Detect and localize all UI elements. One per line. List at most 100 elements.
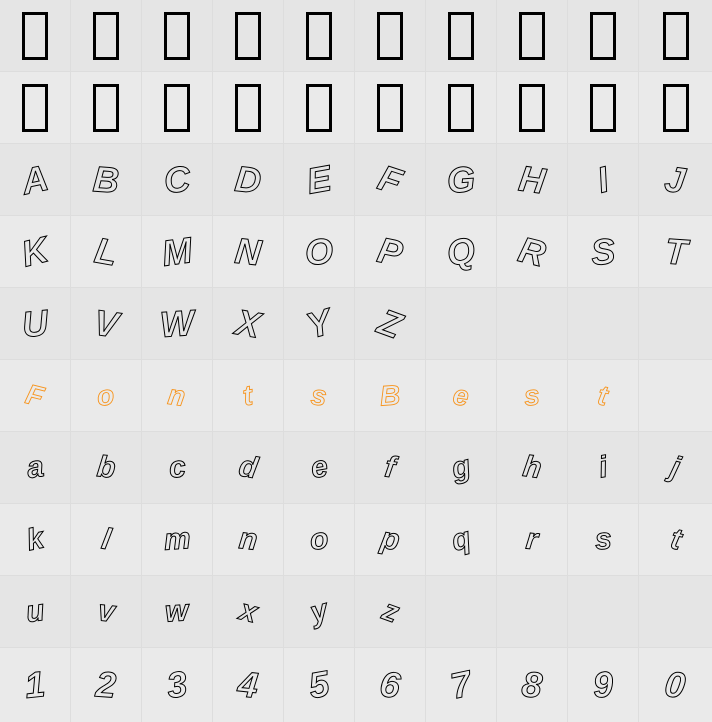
glyph-cell[interactable] [497, 576, 568, 648]
glyph-cell[interactable]: o [284, 504, 355, 576]
glyph-cell[interactable] [355, 72, 426, 144]
glyph-cell[interactable]: h [497, 432, 568, 504]
glyph-cell[interactable] [426, 576, 497, 648]
glyph-cell[interactable]: t [213, 360, 284, 432]
glyph-cell[interactable] [142, 0, 213, 72]
glyph-cell[interactable]: C [142, 144, 213, 216]
glyph-cell[interactable]: N [213, 216, 284, 288]
glyph-cell[interactable]: 3 [142, 648, 213, 722]
glyph-cell[interactable]: 6 [355, 648, 426, 722]
glyph-cell[interactable]: n [142, 360, 213, 432]
glyph-cell[interactable] [355, 0, 426, 72]
glyph-cell[interactable]: 0 [639, 648, 712, 722]
glyph-cell[interactable]: e [284, 432, 355, 504]
glyph-cell[interactable]: Z [355, 288, 426, 360]
glyph-cell[interactable] [639, 576, 712, 648]
glyph-cell[interactable]: t [639, 504, 712, 576]
glyph-cell[interactable]: g [426, 432, 497, 504]
glyph-cell[interactable]: R [497, 216, 568, 288]
glyph-cell[interactable]: s [568, 504, 639, 576]
glyph-cell[interactable]: P [355, 216, 426, 288]
glyph-cell[interactable] [0, 72, 71, 144]
glyph-cell[interactable] [213, 72, 284, 144]
glyph-cell[interactable] [426, 0, 497, 72]
glyph-cell[interactable] [71, 0, 142, 72]
glyph-cell[interactable]: F [0, 360, 71, 432]
glyph-cell[interactable]: y [284, 576, 355, 648]
glyph-cell[interactable]: s [284, 360, 355, 432]
glyph-cell[interactable] [639, 72, 712, 144]
glyph-cell[interactable]: j [639, 432, 712, 504]
glyph-cell[interactable]: z [355, 576, 426, 648]
glyph-cell[interactable]: H [497, 144, 568, 216]
glyph-cell[interactable]: T [639, 216, 712, 288]
glyph-cell[interactable]: l [71, 504, 142, 576]
glyph-cell[interactable]: p [355, 504, 426, 576]
glyph-cell[interactable]: O [284, 216, 355, 288]
glyph-cell[interactable]: v [71, 576, 142, 648]
glyph-cell[interactable] [497, 72, 568, 144]
glyph-cell[interactable]: e [426, 360, 497, 432]
glyph-cell[interactable] [568, 576, 639, 648]
glyph-cell[interactable] [142, 72, 213, 144]
glyph-cell[interactable]: J [639, 144, 712, 216]
glyph-cell[interactable] [284, 0, 355, 72]
glyph-cell[interactable]: A [0, 144, 71, 216]
glyph-cell[interactable]: L [71, 216, 142, 288]
glyph-cell[interactable]: a [0, 432, 71, 504]
glyph-cell[interactable] [639, 360, 712, 432]
glyph-cell[interactable]: t [568, 360, 639, 432]
glyph-cell[interactable]: q [426, 504, 497, 576]
glyph-cell[interactable] [497, 288, 568, 360]
glyph-cell[interactable]: Q [426, 216, 497, 288]
glyph-cell[interactable]: s [497, 360, 568, 432]
glyph-cell[interactable] [497, 0, 568, 72]
glyph-cell[interactable]: f [355, 432, 426, 504]
glyph-cell[interactable] [213, 0, 284, 72]
glyph-cell[interactable]: E [284, 144, 355, 216]
glyph-cell[interactable] [568, 0, 639, 72]
glyph-cell[interactable]: W [142, 288, 213, 360]
glyph-cell[interactable]: X [213, 288, 284, 360]
glyph-cell[interactable]: D [213, 144, 284, 216]
glyph-cell[interactable]: 1 [0, 648, 71, 722]
glyph-cell[interactable]: 4 [213, 648, 284, 722]
glyph-cell[interactable] [426, 288, 497, 360]
glyph-cell[interactable]: I [568, 144, 639, 216]
glyph-cell[interactable]: d [213, 432, 284, 504]
glyph-cell[interactable] [568, 72, 639, 144]
glyph-cell[interactable]: m [142, 504, 213, 576]
glyph-cell[interactable]: c [142, 432, 213, 504]
glyph-cell[interactable]: x [213, 576, 284, 648]
glyph-cell[interactable]: 5 [284, 648, 355, 722]
glyph-cell[interactable]: U [0, 288, 71, 360]
glyph-cell[interactable]: n [213, 504, 284, 576]
glyph-cell[interactable]: S [568, 216, 639, 288]
glyph-cell[interactable] [639, 288, 712, 360]
glyph-cell[interactable]: 2 [71, 648, 142, 722]
glyph-cell[interactable]: o [71, 360, 142, 432]
glyph-cell[interactable]: w [142, 576, 213, 648]
glyph-cell[interactable]: i [568, 432, 639, 504]
glyph-cell[interactable]: 8 [497, 648, 568, 722]
glyph-cell[interactable] [568, 288, 639, 360]
glyph-cell[interactable]: B [355, 360, 426, 432]
glyph-cell[interactable] [426, 72, 497, 144]
glyph-cell[interactable]: 7 [426, 648, 497, 722]
glyph-cell[interactable]: k [0, 504, 71, 576]
glyph-cell[interactable]: G [426, 144, 497, 216]
glyph-cell[interactable] [71, 72, 142, 144]
glyph-cell[interactable]: M [142, 216, 213, 288]
glyph-cell[interactable]: r [497, 504, 568, 576]
glyph-cell[interactable] [284, 72, 355, 144]
glyph-cell[interactable]: K [0, 216, 71, 288]
glyph-cell[interactable]: F [355, 144, 426, 216]
glyph-cell[interactable] [0, 0, 71, 72]
glyph-cell[interactable]: V [71, 288, 142, 360]
glyph-cell[interactable]: Y [284, 288, 355, 360]
glyph-cell[interactable] [639, 0, 712, 72]
glyph-cell[interactable]: u [0, 576, 71, 648]
glyph-cell[interactable]: 9 [568, 648, 639, 722]
glyph-cell[interactable]: B [71, 144, 142, 216]
glyph-cell[interactable]: b [71, 432, 142, 504]
